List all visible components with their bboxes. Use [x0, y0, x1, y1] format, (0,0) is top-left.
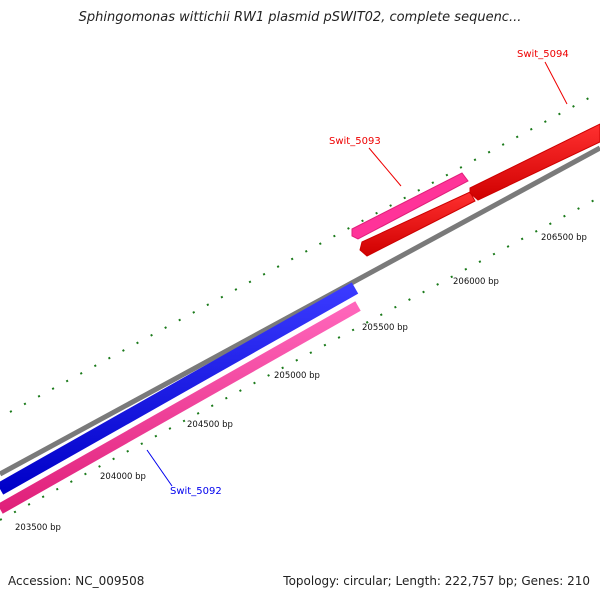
outer-tick-ring — [9, 91, 600, 413]
backbone-line — [0, 145, 600, 477]
gene-swit-5094-segment-right[interactable] — [469, 123, 600, 201]
gene-label-swit-5092[interactable]: Swit_5092 — [170, 486, 222, 497]
gene-swit-5093[interactable] — [351, 172, 469, 240]
tick-label: 206000 bp — [453, 277, 499, 287]
gene-swit-5094-segment-left[interactable] — [359, 191, 476, 257]
label-leader-swit-5092 — [146, 449, 173, 487]
inner-tick-ring — [0, 196, 600, 521]
accession-text: Accession: NC_009508 — [8, 574, 145, 588]
gene-label-swit-5093[interactable]: Swit_5093 — [329, 136, 381, 147]
tick-label: 205500 bp — [362, 323, 408, 333]
tick-label: 205000 bp — [274, 371, 320, 381]
tick-label: 204500 bp — [187, 420, 233, 430]
gene-swit-5092-forward[interactable] — [0, 282, 359, 495]
tick-label: 203500 bp — [15, 523, 61, 533]
gene-label-swit-5094[interactable]: Swit_5094 — [517, 49, 569, 60]
gene-swit-5092-reverse[interactable] — [0, 301, 361, 514]
map-title: Sphingomonas wittichii RW1 plasmid pSWIT… — [78, 10, 522, 25]
label-leader-swit-5094 — [544, 61, 568, 105]
label-leader-swit-5093 — [368, 147, 402, 187]
tick-label: 204000 bp — [100, 472, 146, 482]
tick-label: 206500 bp — [541, 233, 587, 243]
topology-text: Topology: circular; Length: 222,757 bp; … — [283, 574, 590, 588]
